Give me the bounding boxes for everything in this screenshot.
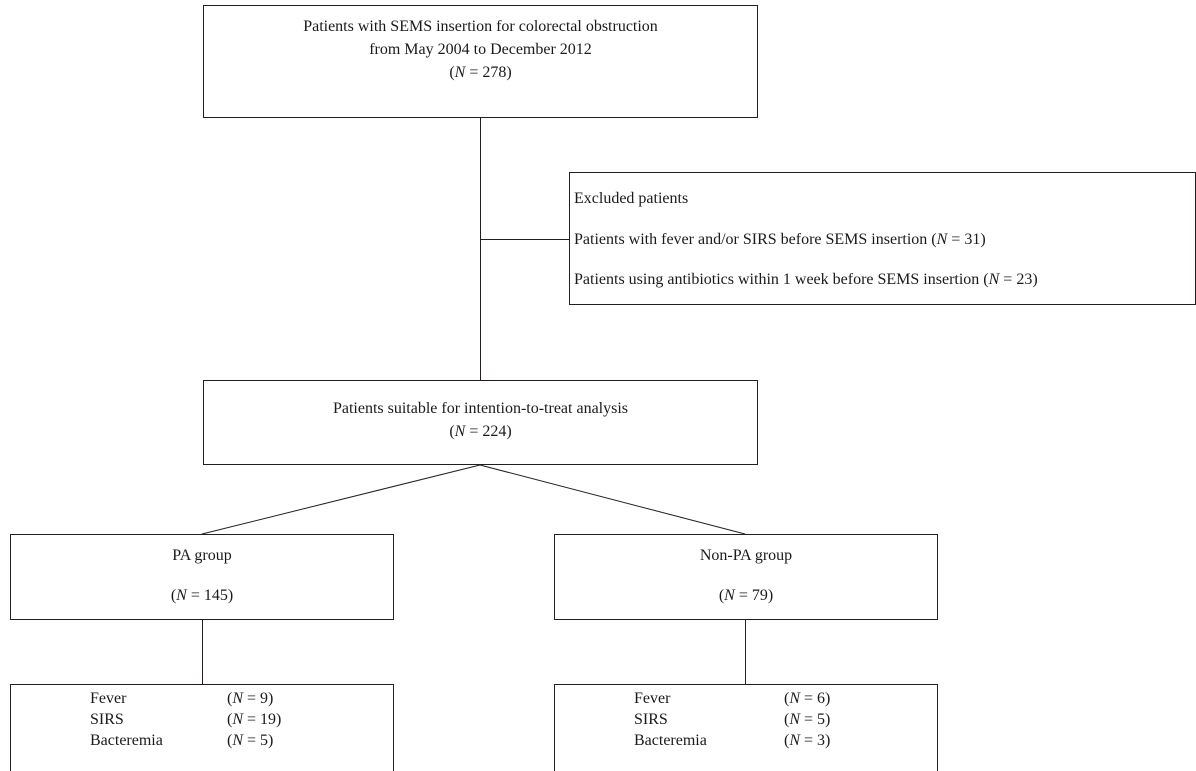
outcome-label: Bacteremia bbox=[634, 732, 707, 749]
outcome-count: (N = 9) bbox=[227, 690, 274, 707]
outcome-label: SIRS bbox=[90, 711, 124, 728]
excluded-title: Excluded patients bbox=[574, 190, 689, 207]
outcome-count: (N = 3) bbox=[784, 732, 831, 749]
connector-to-excluded bbox=[480, 239, 569, 240]
nonpa-group-box: Non-PA group (N = 79) bbox=[554, 534, 938, 620]
outcome-label: Bacteremia bbox=[90, 732, 163, 749]
enrolled-line-2: from May 2004 to December 2012 bbox=[369, 41, 592, 58]
nonpa-outcomes-box: Fever (N = 6) SIRS (N = 5) Bacteremia (N… bbox=[554, 684, 938, 771]
outcome-label: Fever bbox=[634, 690, 671, 707]
itt-count: (N = 224) bbox=[449, 423, 512, 440]
outcome-count: (N = 5) bbox=[227, 732, 274, 749]
outcome-count: (N = 19) bbox=[227, 711, 282, 728]
outcome-count: (N = 6) bbox=[784, 690, 831, 707]
pa-group-box: PA group (N = 145) bbox=[10, 534, 394, 620]
enrolled-patients-box: Patients with SEMS insertion for colorec… bbox=[203, 5, 758, 118]
nonpa-group-title: Non-PA group bbox=[699, 547, 793, 564]
connector-top-to-itt bbox=[480, 118, 481, 380]
connector-pa-to-outcomes bbox=[202, 620, 203, 684]
nonpa-group-count: (N = 79) bbox=[718, 587, 774, 604]
outcome-label: Fever bbox=[90, 690, 127, 707]
branch-line-to-nonpa bbox=[479, 464, 746, 535]
itt-analysis-box: Patients suitable for intention-to-treat… bbox=[203, 380, 758, 465]
itt-line-1: Patients suitable for intention-to-treat… bbox=[332, 400, 629, 417]
excluded-item-antibiotics: Patients using antibiotics within 1 week… bbox=[574, 271, 1038, 288]
connector-nonpa-to-outcomes bbox=[745, 620, 746, 684]
branch-line-to-pa bbox=[201, 464, 481, 535]
pa-group-title: PA group bbox=[172, 547, 232, 564]
excluded-patients-box: Excluded patients Patients with fever an… bbox=[569, 172, 1196, 305]
enrolled-line-1: Patients with SEMS insertion for colorec… bbox=[303, 18, 658, 35]
pa-group-count: (N = 145) bbox=[170, 587, 234, 604]
pa-outcomes-box: Fever (N = 9) SIRS (N = 19) Bacteremia (… bbox=[10, 684, 394, 771]
enrolled-count: (N = 278) bbox=[449, 64, 512, 81]
excluded-item-fever-sirs: Patients with fever and/or SIRS before S… bbox=[574, 231, 986, 248]
outcome-count: (N = 5) bbox=[784, 711, 831, 728]
outcome-label: SIRS bbox=[634, 711, 668, 728]
